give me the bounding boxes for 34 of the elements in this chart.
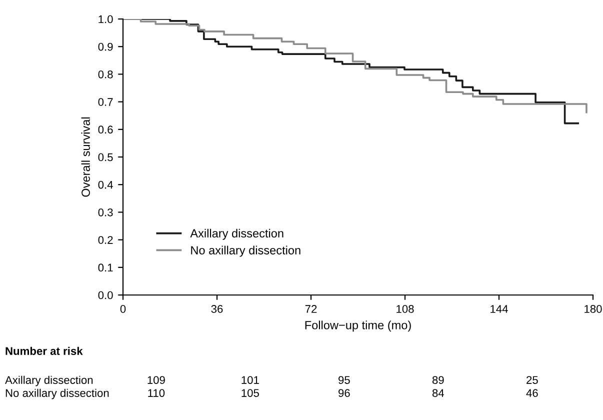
text: 105: [242, 389, 259, 397]
x-tick-label: 72: [305, 305, 317, 313]
text: 25: [526, 376, 538, 384]
text: 95: [338, 376, 350, 384]
legend-label: Axillary dissection: [190, 228, 284, 240]
y-tick-label: 1.0: [98, 15, 113, 24]
text: Number at risk: [6, 346, 83, 355]
y-tick-label: 0.6: [98, 126, 113, 134]
text: 96: [338, 389, 350, 397]
legend-label: No axillary dissection: [191, 246, 300, 257]
y-tick-label: 0.3: [98, 208, 113, 216]
x-tick-label: 36: [211, 305, 223, 313]
text: Axillary dissection: [5, 376, 93, 386]
y-tick-label: 0.9: [98, 42, 113, 51]
x-tick-label: 0: [120, 305, 126, 313]
x-tick-label: 144: [490, 305, 508, 313]
y-tick-label: 0.4: [98, 180, 113, 189]
x-tick-label: 180: [584, 305, 602, 313]
text: 109: [148, 376, 165, 384]
y-tick-label: 0.2: [98, 236, 113, 244]
y-tick-label: 0.5: [98, 153, 113, 162]
y-tick-label: 0.7: [98, 98, 113, 106]
y-axis-title: Overall survival: [81, 117, 90, 197]
y-tick-label: 0.0: [98, 291, 113, 300]
y-tick-label: 0.1: [98, 264, 113, 272]
text: No axillary dissection: [6, 388, 109, 400]
y-tick-label: 0.8: [98, 70, 113, 78]
text: 110: [148, 389, 165, 397]
x-tick-label: 108: [396, 305, 414, 313]
x-axis-title: Follow−up time (mo): [305, 320, 411, 332]
text: 46: [526, 389, 538, 397]
text: 101: [242, 376, 259, 384]
text: 84: [432, 389, 444, 397]
text: 89: [432, 376, 444, 384]
